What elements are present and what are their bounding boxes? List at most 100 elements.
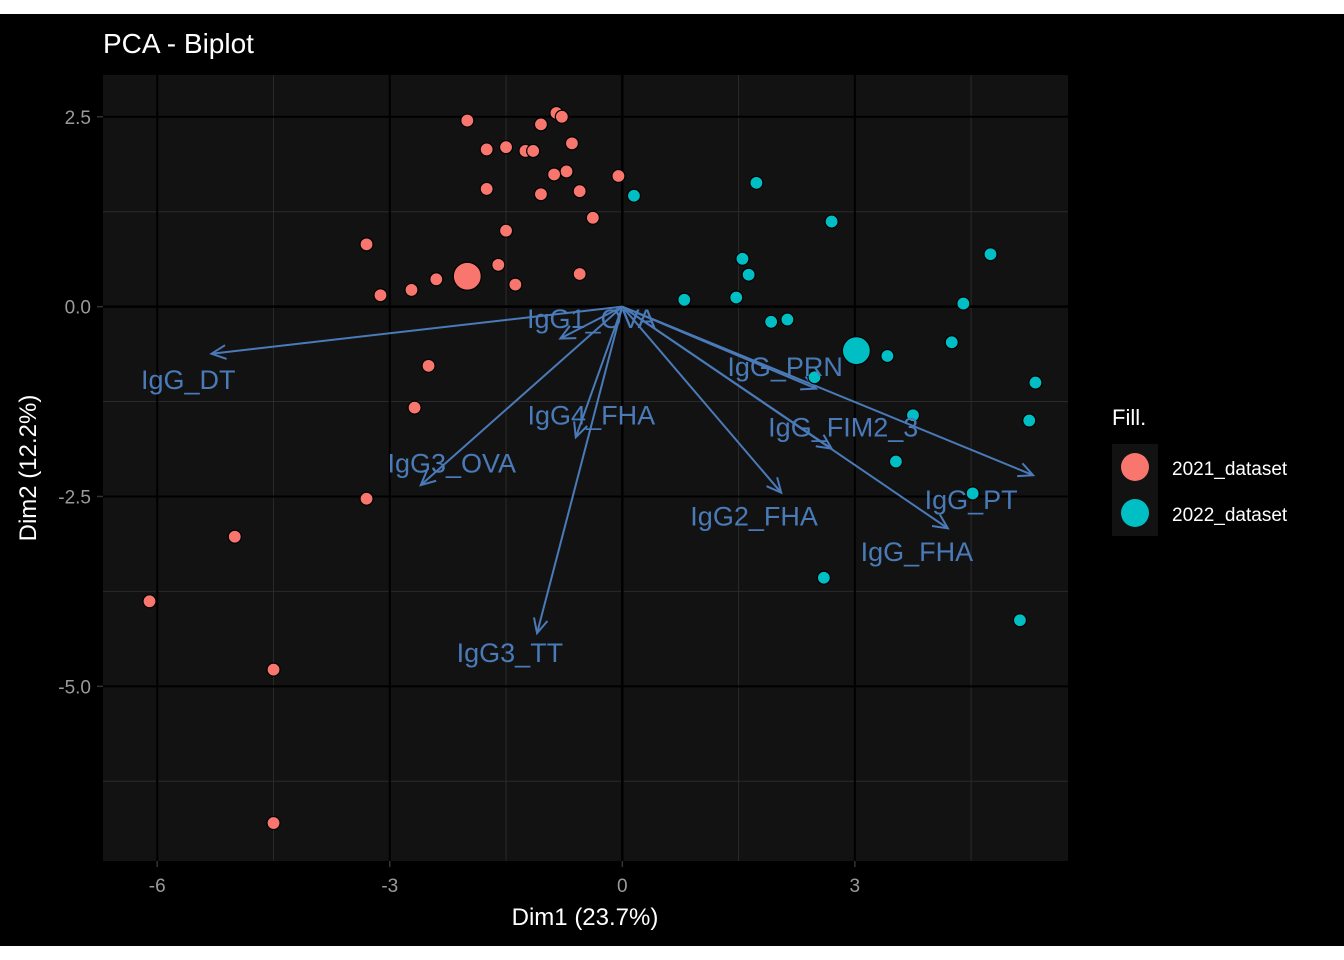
variable-arrow-labels: IgG_DT IgG1_OVA IgG4_FHA IgG3_OVA IgG3_TT IgG… (141, 304, 1018, 668)
group-mean-points (452, 261, 871, 366)
legend-label-2021: 2021_dataset (1172, 459, 1288, 480)
arrow-label: IgG3_OVA (388, 448, 517, 478)
variable-arrows (209, 305, 1036, 636)
data-point (735, 251, 750, 266)
data-point (407, 400, 422, 415)
data-point (677, 292, 692, 307)
data-point (780, 312, 795, 327)
data-point (965, 486, 980, 501)
x-tick-label: -3 (381, 876, 398, 897)
x-tick-label: 0 (617, 876, 628, 897)
arrow-label: IgG2_FHA (690, 501, 818, 531)
data-point (479, 181, 494, 197)
y-tick-label: -2.5 (58, 487, 91, 508)
data-point (749, 175, 764, 190)
data-point (1028, 375, 1043, 390)
arrow-line (621, 305, 949, 530)
arrow-label: IgG_PRN (727, 352, 843, 382)
arrow-label: IgG3_TT (457, 638, 564, 668)
data-point (585, 210, 600, 225)
arrow-head (209, 344, 227, 360)
arrow-head (573, 421, 588, 440)
data-point (572, 266, 587, 282)
legend-label-2022: 2022_dataset (1172, 505, 1288, 526)
y-tick-label: 0.0 (65, 298, 91, 319)
data-point (816, 570, 831, 585)
data-point (824, 214, 839, 229)
data-point (429, 272, 444, 287)
data-point (729, 290, 744, 305)
data-point (421, 358, 436, 373)
data-point (508, 277, 523, 292)
y-tick-label: 2.5 (65, 108, 91, 129)
data-point (1012, 613, 1028, 628)
data-point (564, 136, 580, 151)
arrow-head (1017, 462, 1036, 478)
data-point (807, 370, 822, 385)
data-point (460, 113, 475, 128)
arrow-label: IgG_FIM2_3 (768, 413, 918, 443)
data-point (533, 117, 549, 132)
arrow-head (558, 325, 577, 340)
chart-title: PCA - Biplot (103, 28, 254, 59)
data-point (888, 454, 904, 469)
data-point (944, 335, 959, 350)
arrow-label: IgG_DT (141, 365, 236, 395)
arrow-line (420, 305, 623, 486)
arrow-label: IgG4_FHA (528, 400, 656, 430)
data-point (956, 296, 971, 311)
grid-minor (103, 75, 1068, 861)
y-tick-label: -5.0 (58, 677, 91, 698)
arrow-head (419, 469, 437, 487)
legend: Fill. 2021_dataset 2022_dataset (1112, 405, 1288, 536)
grid-major (103, 75, 1068, 861)
arrow-line (536, 306, 624, 634)
x-axis-label: Dim1 (23.7%) (512, 904, 659, 931)
data-point (498, 223, 514, 238)
data-point (266, 662, 281, 677)
data-point (741, 267, 756, 282)
data-point (764, 314, 779, 329)
data-point (880, 348, 895, 364)
y-axis-ticks: 2.5 0.0 -2.5 -5.0 (58, 108, 103, 698)
data-point (572, 184, 587, 199)
arrow-head (766, 476, 783, 495)
data-point (554, 109, 569, 124)
y-axis-label: Dim2 (12.2%) (15, 395, 42, 542)
data-point (142, 594, 157, 609)
group-mean-point (841, 336, 871, 366)
arrow-line (559, 305, 623, 340)
data-points (142, 105, 1043, 831)
data-point (359, 237, 374, 252)
data-point (526, 143, 541, 159)
legend-key-2021 (1121, 453, 1149, 481)
data-point (227, 529, 242, 544)
arrow-line (621, 305, 782, 494)
data-point (359, 491, 374, 506)
data-point (404, 282, 419, 298)
legend-title: Fill. (1112, 405, 1146, 430)
data-point (626, 188, 642, 203)
x-axis-ticks: -6 -3 0 3 (149, 861, 860, 897)
group-mean-point (452, 261, 482, 291)
arrow-head (931, 514, 950, 530)
x-tick-label: -6 (149, 876, 166, 897)
plot-panel (103, 75, 1068, 861)
data-point (479, 142, 494, 157)
data-point (533, 187, 549, 202)
arrow-label: IgG_PT (925, 485, 1018, 515)
data-point (1022, 413, 1037, 428)
arrow-head (532, 617, 549, 636)
arrow-line (621, 305, 1034, 477)
data-point (547, 167, 562, 182)
arrow-line (574, 306, 624, 438)
data-point (905, 408, 921, 423)
data-point (611, 168, 626, 184)
data-point (266, 815, 281, 831)
arrow-line (211, 305, 623, 355)
x-tick-label: 3 (850, 876, 861, 897)
data-point (498, 140, 514, 155)
data-point (559, 164, 574, 179)
arrow-label: IgG_FHA (861, 537, 974, 567)
data-point (491, 257, 506, 272)
